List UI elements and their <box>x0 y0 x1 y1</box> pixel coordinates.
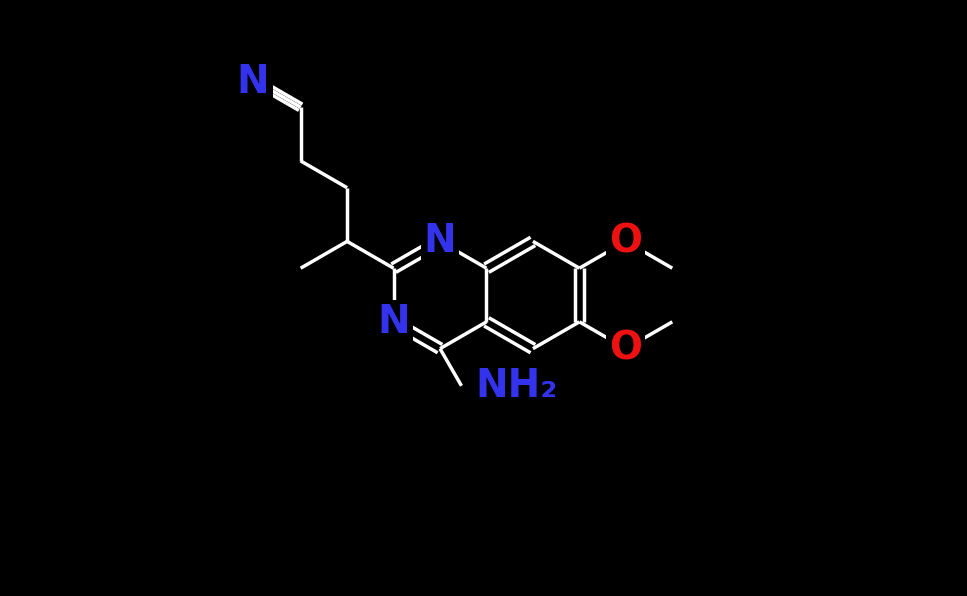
Text: O: O <box>609 330 642 368</box>
Text: NH₂: NH₂ <box>475 367 557 405</box>
Text: N: N <box>377 303 410 341</box>
Text: N: N <box>424 222 456 260</box>
Text: N: N <box>237 63 270 101</box>
Text: O: O <box>609 222 642 260</box>
